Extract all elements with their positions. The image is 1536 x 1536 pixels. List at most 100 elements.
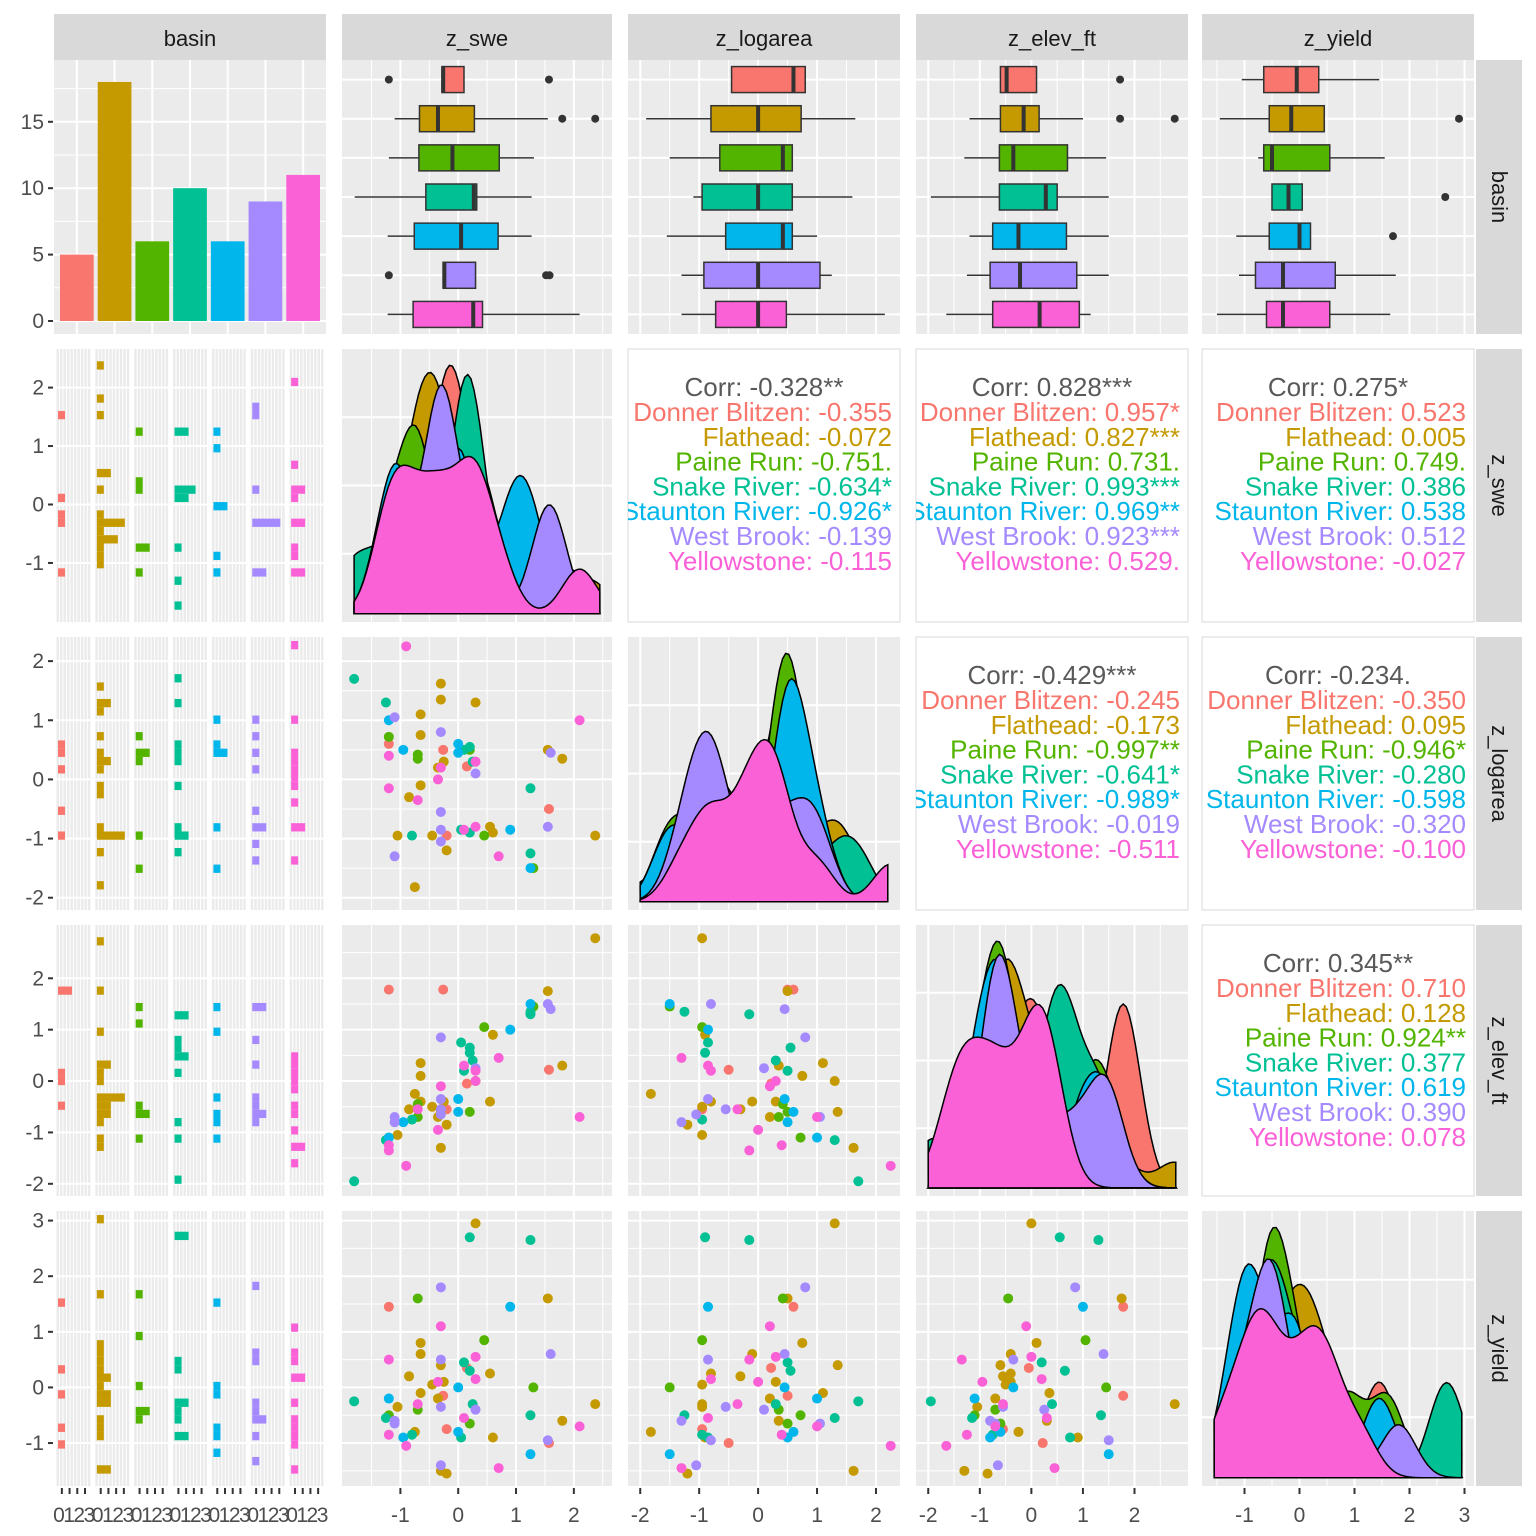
y-tick-label: 2: [32, 1265, 44, 1288]
scatter-point: [435, 806, 446, 817]
scatter-point: [383, 1145, 394, 1156]
histogram-bar: [174, 1431, 189, 1441]
scatter-point: [383, 738, 394, 749]
histogram-bar: [291, 1085, 299, 1094]
scatter-point: [676, 1052, 687, 1063]
row-strip-label: basin: [1487, 171, 1512, 224]
scatter-point: [398, 1117, 409, 1128]
histogram-bar: [96, 410, 104, 420]
histogram-bar: [96, 1093, 125, 1102]
panel-background: [915, 636, 1189, 911]
box-paine-run: [418, 144, 501, 172]
scatter-point: [485, 1368, 496, 1379]
histogram-bar: [174, 1175, 182, 1184]
panel-background: [1201, 924, 1475, 1197]
scatter-point: [1039, 1404, 1050, 1415]
box-outlier: [1116, 75, 1125, 84]
histogram-bar: [291, 856, 299, 865]
x-tick-label: -1: [391, 1504, 410, 1527]
row-strip: [1476, 60, 1522, 334]
histogram-bar: [252, 1406, 260, 1416]
histogram-bar: [291, 798, 299, 807]
histogram-bar: [174, 740, 182, 749]
scatter-point: [415, 1070, 426, 1081]
column-strip: [1202, 14, 1474, 60]
histogram-bar: [174, 698, 182, 708]
histogram-bar: [174, 756, 182, 766]
histogram-bar: [135, 756, 143, 766]
scatter-point: [1070, 1282, 1081, 1293]
histogram-bar: [252, 1348, 260, 1357]
scatter-point: [1044, 1387, 1055, 1398]
histogram-bar: [213, 1298, 221, 1307]
histogram-bar: [58, 1068, 65, 1077]
box-outlier: [1170, 114, 1179, 123]
histogram-bar: [291, 1423, 299, 1432]
y-tick-label: -2: [25, 1173, 44, 1196]
panel-background: [916, 1211, 1188, 1486]
scatter-point: [432, 1393, 443, 1404]
scatter-point: [800, 1282, 811, 1293]
histogram-bar: [135, 831, 143, 840]
histogram-bar: [96, 468, 111, 478]
scatter-point: [697, 1101, 708, 1112]
scatter-point: [1103, 1449, 1114, 1460]
scatter-point: [829, 1076, 840, 1087]
histogram-bar: [252, 732, 260, 741]
correlation-snake-river: Snake River: 0.386: [1245, 471, 1466, 501]
scatter-point: [432, 1124, 443, 1135]
histogram-bar: [174, 748, 182, 757]
scatter-point: [404, 1371, 415, 1382]
box-paine-run: [719, 144, 794, 172]
scatter-point: [453, 738, 464, 749]
scatter-point: [525, 1410, 536, 1421]
scatter-point: [785, 1042, 796, 1053]
histogram-bar: [58, 510, 65, 519]
column-strip-label: basin: [164, 26, 217, 51]
histogram-bar: [96, 543, 104, 552]
histogram-bar: [213, 1423, 221, 1432]
scatter-point: [415, 730, 426, 741]
histogram-bar: [291, 1356, 299, 1366]
histogram-bar: [58, 1365, 65, 1374]
scatter-point: [435, 1142, 446, 1153]
histogram-bar: [291, 543, 299, 552]
scatter-point: [676, 1415, 687, 1426]
histogram-bar: [135, 427, 143, 436]
box-outlier: [1455, 114, 1464, 123]
scatter-point: [409, 1088, 420, 1099]
scatter-point: [788, 1426, 799, 1437]
box-outlier: [1441, 193, 1450, 201]
histogram-bar: [96, 1215, 104, 1224]
histogram-bar: [96, 1290, 104, 1299]
scatter-point: [412, 1293, 423, 1304]
scatter-point: [782, 986, 793, 997]
x-tick-label: 0123: [53, 1504, 95, 1527]
scatter-point: [848, 1142, 859, 1153]
scatter-point: [505, 1024, 516, 1035]
histogram-bar: [135, 748, 150, 757]
histogram-bar: [58, 1298, 65, 1307]
scatter-point: [453, 747, 464, 758]
x-tick-label: 0: [1294, 1504, 1306, 1527]
scatter-point: [697, 1335, 708, 1346]
scatter-point: [383, 1429, 394, 1440]
histogram-bar: [213, 864, 221, 873]
scatter-point: [383, 750, 394, 761]
histogram-bar: [174, 1415, 182, 1424]
histogram-bar: [96, 1356, 104, 1366]
scatter-point: [412, 795, 423, 806]
y-tick-label: 0: [32, 310, 44, 333]
scatter-point: [404, 792, 415, 803]
scatter-point: [1095, 1410, 1106, 1421]
histogram-bar: [96, 1027, 104, 1036]
scatter-point: [458, 1413, 469, 1424]
scatter-point: [795, 1132, 806, 1143]
correlation-paine-run: Paine Run: -0.946*: [1246, 735, 1466, 765]
box-flathead: [710, 104, 802, 133]
scatter-point: [412, 1104, 423, 1115]
scatter-point: [829, 1218, 840, 1229]
scatter-point: [1013, 1426, 1024, 1437]
histogram-bar: [96, 937, 104, 946]
scatter-point: [543, 1064, 554, 1075]
